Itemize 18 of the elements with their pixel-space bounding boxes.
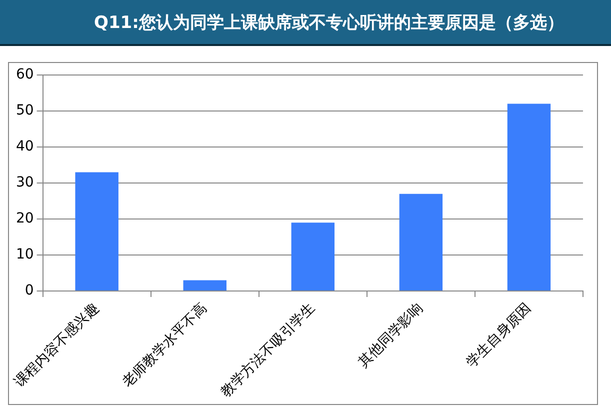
x-tick-label: 其他同学影响 [356,300,426,371]
bar [75,172,118,291]
y-tick-label: 10 [16,246,34,263]
x-tick-label: 教学方法不吸引学生 [218,300,318,400]
y-tick-label: 0 [24,282,34,299]
y-tick-label: 40 [16,138,34,155]
x-tick-label: 老师教学水平不高 [120,300,210,391]
bar [291,222,335,291]
y-tick-label: 20 [16,210,34,227]
bar [399,194,443,291]
y-tick-label: 60 [16,66,34,83]
x-tick-label: 课程内容不感兴趣 [12,300,102,391]
chart-title: Q11:您认为同学上课缺席或不专心听讲的主要原因是（多选） [0,0,611,46]
x-tick-label: 学生自身原因 [464,300,534,371]
y-tick-label: 30 [16,174,34,191]
bar [507,104,551,291]
y-tick-label: 50 [16,102,34,119]
bar [183,280,226,291]
